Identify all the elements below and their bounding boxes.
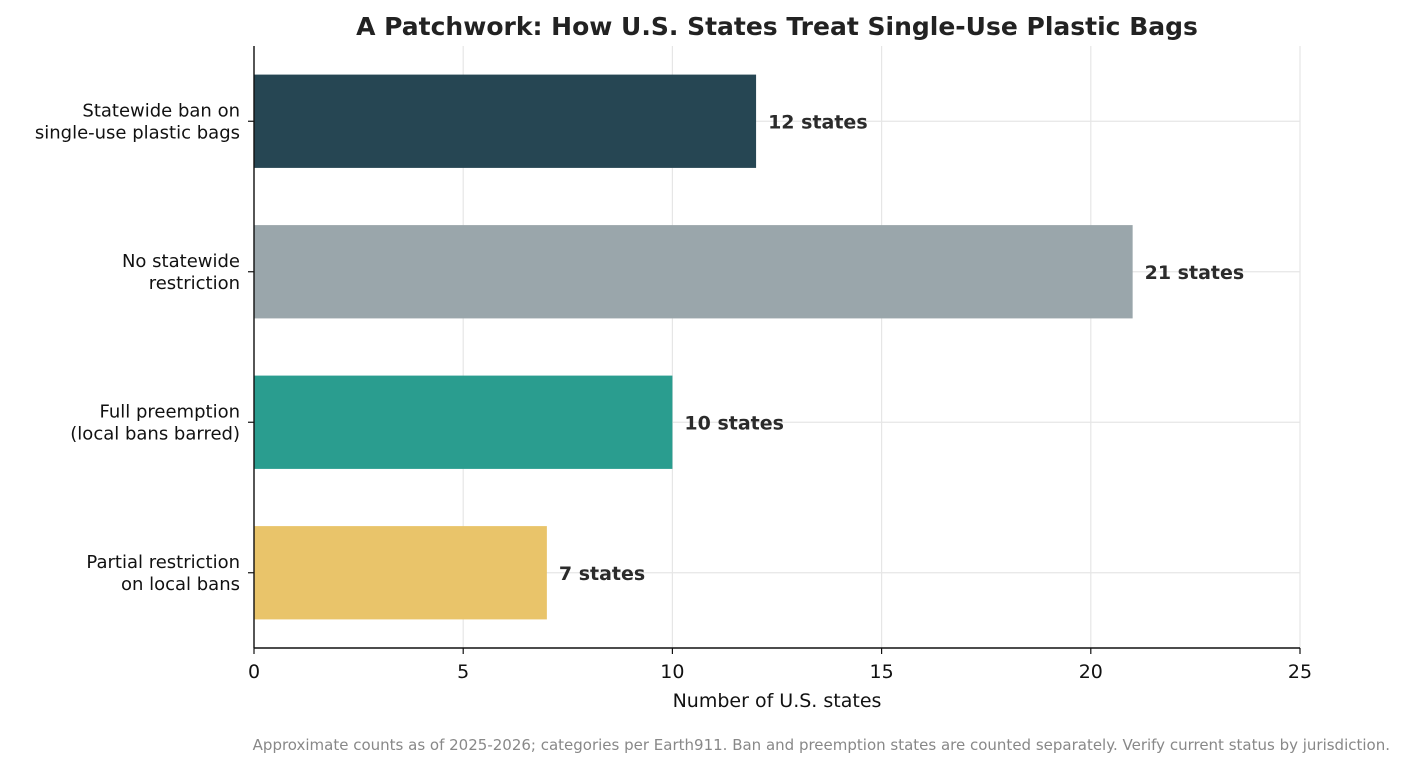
bar-value-label: 12 states — [768, 111, 868, 133]
category-label: Statewide ban on — [82, 100, 240, 121]
category-label: No statewide — [122, 251, 240, 272]
bar-value-label: 7 states — [559, 563, 645, 585]
bar — [254, 375, 673, 469]
x-tick-label: 0 — [248, 661, 260, 683]
axes — [248, 46, 1301, 654]
x-tick-label: 20 — [1079, 661, 1103, 683]
category-label: single-use plastic bags — [35, 122, 240, 143]
x-tick-label: 5 — [457, 661, 469, 683]
category-label: (local bans barred) — [70, 423, 240, 444]
category-label: on local bans — [121, 574, 240, 595]
x-axis-title: Number of U.S. states — [673, 690, 882, 712]
category-label: Full preemption — [99, 401, 240, 422]
bar — [254, 74, 757, 168]
x-tick-label: 15 — [870, 661, 894, 683]
bars — [254, 74, 1133, 620]
footnote: Approximate counts as of 2025-2026; cate… — [253, 736, 1390, 754]
x-tick-label: 25 — [1288, 661, 1312, 683]
bar-value-label: 21 states — [1145, 262, 1245, 284]
chart-title: A Patchwork: How U.S. States Treat Singl… — [356, 12, 1198, 41]
bar-value-label: 10 states — [684, 412, 784, 434]
category-label: restriction — [149, 273, 240, 294]
category-label: Partial restriction — [86, 552, 240, 573]
labels: 0 5 10 15 20 25 12 states Statewide ban onsingl… — [35, 100, 1312, 683]
bar — [254, 526, 547, 620]
bar — [254, 225, 1133, 319]
x-tick-label: 10 — [660, 661, 684, 683]
